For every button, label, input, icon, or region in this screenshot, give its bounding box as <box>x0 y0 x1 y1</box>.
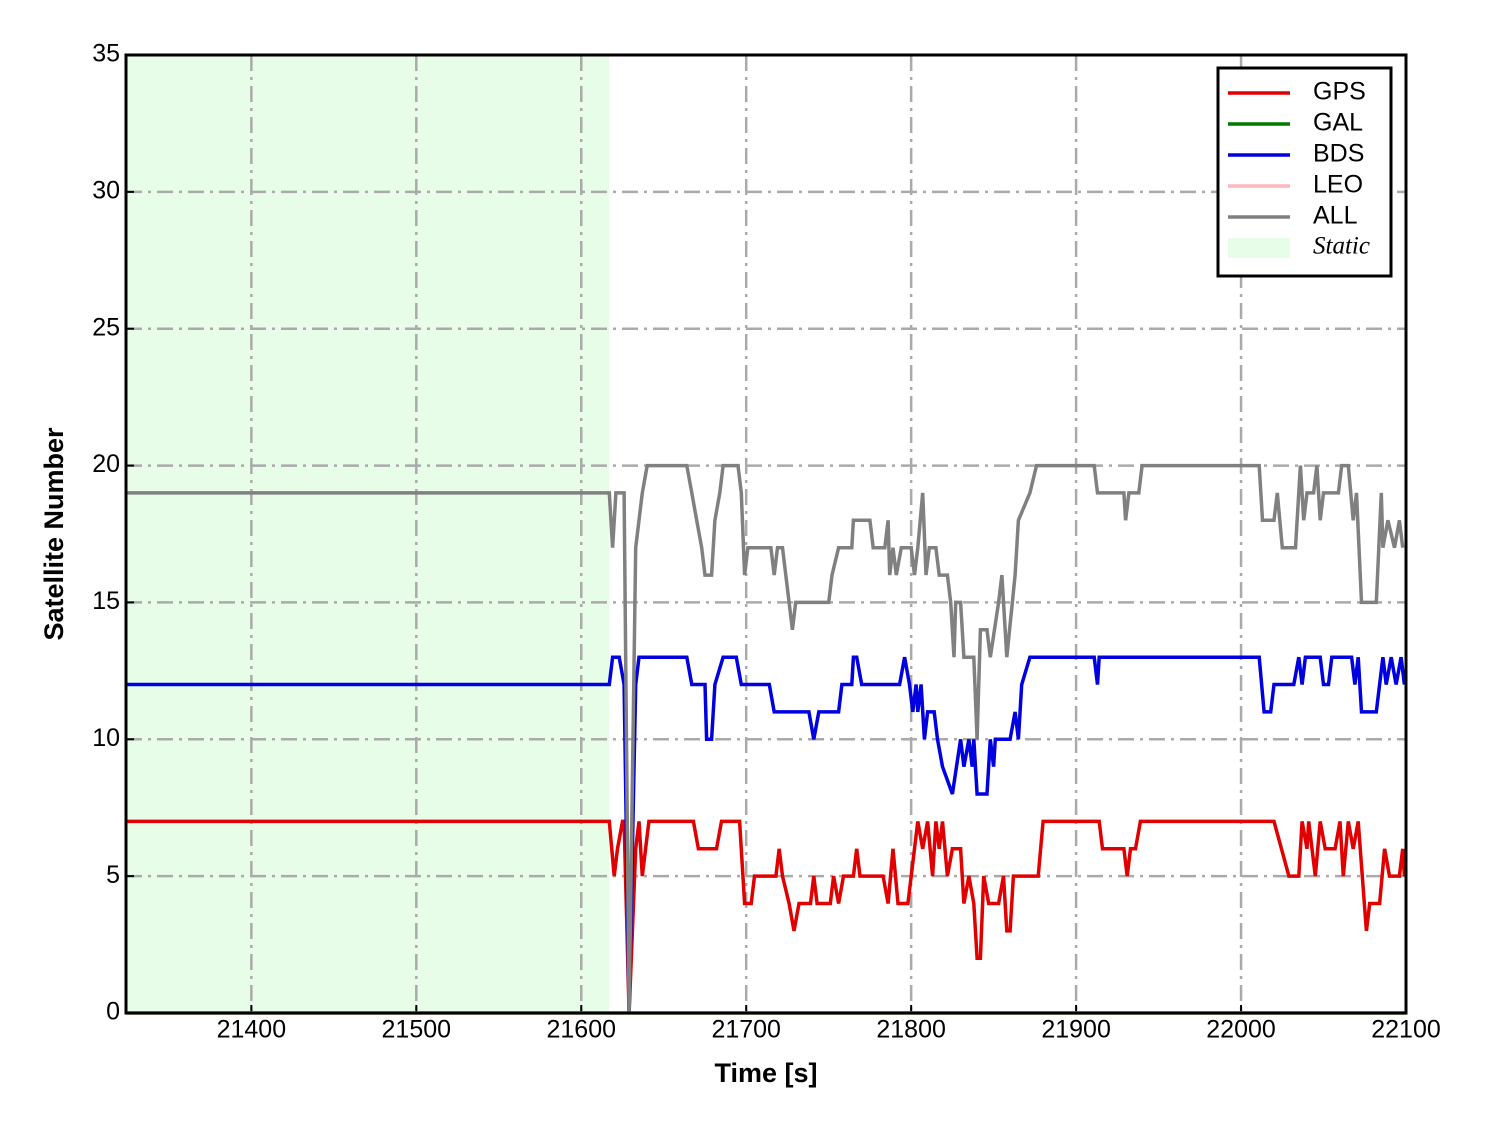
legend-swatch <box>1228 238 1290 258</box>
series-line <box>126 463 1405 1014</box>
series-line <box>126 655 1407 1014</box>
legend: GPS GAL BDS LEO ALL Static <box>1216 66 1393 278</box>
legend-label: Static <box>1313 233 1370 260</box>
x-tick-label: 21900 <box>1041 1016 1111 1044</box>
y-tick-label: 15 <box>92 587 120 615</box>
y-tick-label: 30 <box>92 176 120 204</box>
span <box>126 55 610 1013</box>
y-tick-label: 10 <box>92 724 120 752</box>
x-tick-label: 21600 <box>546 1016 616 1044</box>
y-tick-label: 0 <box>106 998 120 1026</box>
x-axis-label: Time [s] <box>714 1058 817 1088</box>
plot-frame <box>124 53 1408 1015</box>
legend-label: BDS <box>1313 140 1364 168</box>
x-tick-label: 21400 <box>217 1016 287 1044</box>
legend-label: GPS <box>1313 78 1366 106</box>
y-axis-label: Satellite Number <box>39 427 69 641</box>
y-tick-label: 20 <box>92 450 120 478</box>
y-tick-label: 25 <box>92 313 120 341</box>
y-tick-label: 35 <box>92 40 120 68</box>
x-tick-label: 21800 <box>876 1016 946 1044</box>
x-tick-label: 22000 <box>1206 1016 1276 1044</box>
legend-label: GAL <box>1313 109 1363 137</box>
legend-label: ALL <box>1313 202 1358 230</box>
series-line <box>126 819 1407 1014</box>
x-tick-label: 22100 <box>1371 1016 1441 1044</box>
x-tick-label: 21700 <box>711 1016 781 1044</box>
y-tick-label: 5 <box>106 861 120 889</box>
x-tick-label: 21500 <box>382 1016 452 1044</box>
legend-label: LEO <box>1313 171 1363 199</box>
